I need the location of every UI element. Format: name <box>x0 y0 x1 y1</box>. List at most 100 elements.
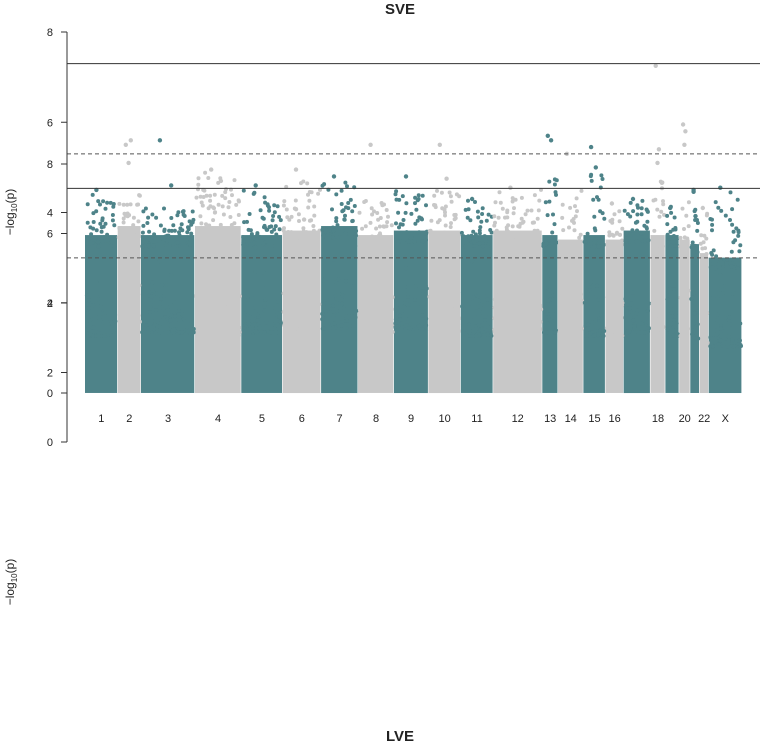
sve-point <box>169 228 174 233</box>
lve-point <box>568 324 573 329</box>
sve-point <box>334 216 339 221</box>
lve-point <box>113 319 118 324</box>
lve-point <box>569 330 574 335</box>
lve-point <box>179 311 184 316</box>
lve-point <box>306 330 311 334</box>
sve-point <box>586 243 591 248</box>
lve-point <box>544 311 549 316</box>
sve-point <box>577 235 582 240</box>
sve-point <box>485 244 490 249</box>
sve-point <box>385 244 390 249</box>
chromosome-label-13: 13 <box>544 413 556 425</box>
sve-hit-point <box>437 142 442 147</box>
sve-point <box>162 206 166 211</box>
lve-point <box>618 333 623 338</box>
lve-point <box>406 317 411 322</box>
sve-point <box>223 196 228 201</box>
sve-point <box>700 246 705 251</box>
lve-point <box>287 286 292 290</box>
sve-point <box>693 218 698 222</box>
sve-point <box>296 212 301 217</box>
lve-point <box>405 285 410 289</box>
lve-point <box>330 285 335 290</box>
sve-point <box>96 244 101 249</box>
lve-point <box>692 311 697 316</box>
lve-point <box>208 300 213 305</box>
lve-point <box>111 329 116 334</box>
sve-point <box>639 212 644 217</box>
lve-point <box>729 322 733 327</box>
lve-point <box>551 308 556 313</box>
sve-point <box>270 218 275 223</box>
lve-point <box>281 291 286 296</box>
sve-point <box>141 239 146 244</box>
sve-point <box>560 215 565 220</box>
sve-point <box>475 209 480 214</box>
sve-point <box>645 219 650 224</box>
lve-point <box>564 313 569 318</box>
sve-point <box>413 201 417 206</box>
lve-point <box>85 311 90 316</box>
sve-point <box>412 239 417 244</box>
lve-point <box>691 334 696 339</box>
lve-point <box>579 299 583 303</box>
lve-point <box>646 308 650 313</box>
lve-point <box>613 330 618 335</box>
sve-point <box>354 228 359 233</box>
lve-point <box>336 323 341 328</box>
sve-point <box>415 218 420 223</box>
sve-point <box>710 261 715 266</box>
lve-points <box>84 189 743 349</box>
sve-chr-block-15 <box>583 235 605 393</box>
sve-point <box>277 227 282 232</box>
lve-point <box>597 319 602 324</box>
lve-point <box>487 314 492 319</box>
lve-point <box>704 310 709 315</box>
sve-point <box>652 228 657 233</box>
lve-point <box>149 294 154 299</box>
lve-point <box>129 330 134 335</box>
lve-point <box>443 328 448 333</box>
sve-hit-point <box>656 147 662 152</box>
lve-point <box>215 330 220 335</box>
sve-point <box>640 198 645 203</box>
lve-point <box>604 326 609 330</box>
lve-point <box>242 326 247 330</box>
lve-hit-point <box>253 245 258 250</box>
sve-point <box>370 212 375 217</box>
sve-point <box>433 239 437 244</box>
sve-point <box>583 239 588 244</box>
lve-point <box>373 321 378 326</box>
lve-point <box>516 300 521 305</box>
lve-point <box>700 316 705 321</box>
sve-point <box>199 221 204 226</box>
lve-point <box>252 322 257 327</box>
lve-point <box>450 284 455 289</box>
lve-point <box>433 321 438 325</box>
sve-hit-point <box>682 142 687 147</box>
lve-point <box>399 321 404 326</box>
lve-point <box>504 324 509 329</box>
sve-point <box>169 216 174 220</box>
lve-point <box>350 314 355 319</box>
sve-point <box>592 226 597 231</box>
sve-point <box>265 244 270 249</box>
lve-point <box>600 332 605 337</box>
sve-point <box>561 228 566 233</box>
sve-point <box>615 230 619 235</box>
sve-point <box>535 216 540 221</box>
sve-point <box>493 200 498 205</box>
sve-point <box>226 235 231 240</box>
sve-point <box>653 197 658 202</box>
lve-point <box>477 298 482 303</box>
lve-point <box>430 330 435 335</box>
lve-point <box>222 330 227 335</box>
sve-point <box>129 231 134 235</box>
lve-point <box>334 297 339 301</box>
sve-point <box>260 215 265 220</box>
sve-point <box>272 210 277 215</box>
lve-point <box>86 327 91 332</box>
lve-point <box>358 327 363 332</box>
lve-point <box>212 329 216 334</box>
sve-point <box>375 239 380 244</box>
